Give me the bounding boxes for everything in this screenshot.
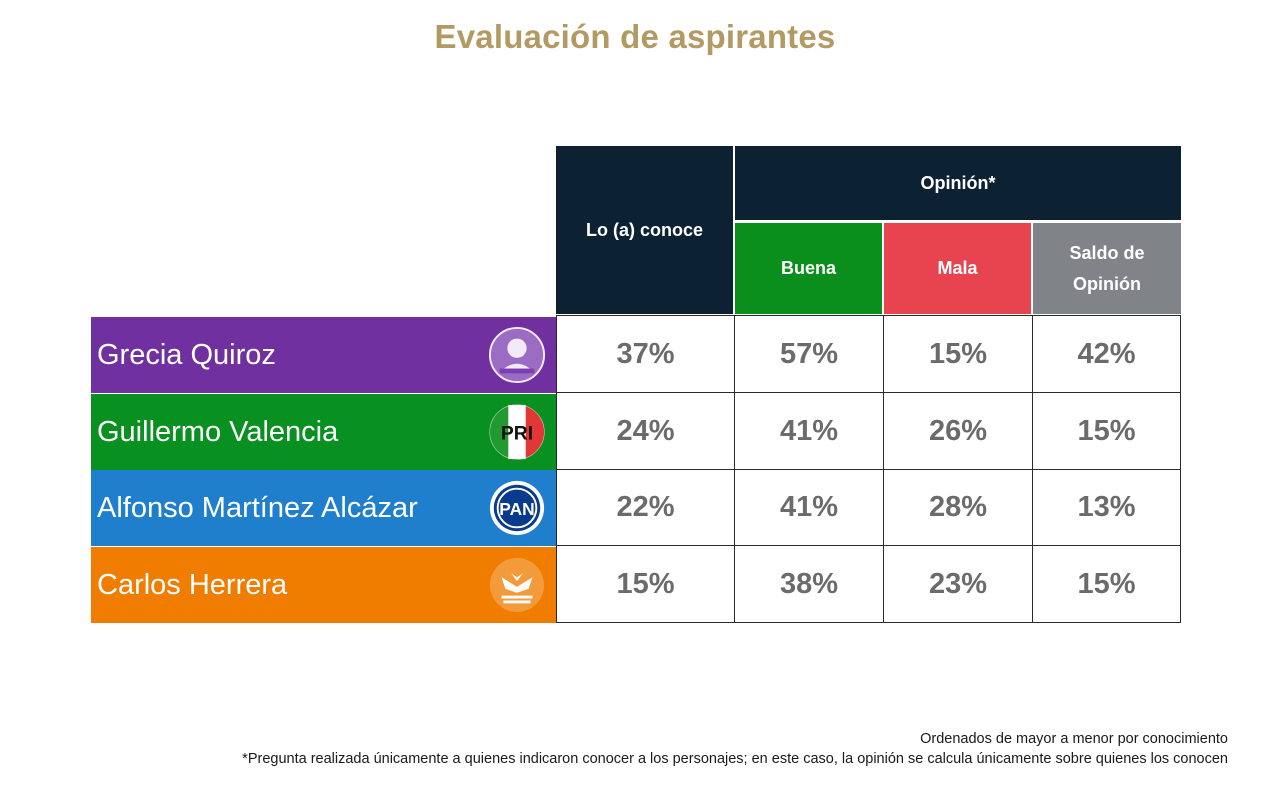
movimiento-ciudadano-logo-icon: [489, 557, 545, 613]
candidate-row-alfonso-martinez-alcazar: Alfonso Martínez Alcázar PAN: [91, 470, 556, 546]
svg-text:PRI: PRI: [501, 424, 533, 445]
pan-logo-icon: PAN: [489, 480, 545, 536]
cell-conoce: 37%: [556, 315, 735, 393]
cell-mala: 26%: [883, 392, 1033, 470]
candidate-row-grecia-quiroz: Grecia Quiroz: [91, 317, 556, 393]
cell-mala: 15%: [883, 315, 1033, 393]
header-buena: Buena: [735, 223, 882, 314]
candidate-name: Guillermo Valencia: [97, 415, 339, 448]
header-saldo-line2: Opinión: [1073, 273, 1141, 294]
footnote-question: *Pregunta realizada únicamente a quienes…: [242, 751, 1228, 767]
cell-saldo: 13%: [1032, 469, 1181, 546]
pri-logo-icon: PRI: [489, 404, 545, 460]
cell-conoce: 24%: [556, 392, 735, 470]
candidate-name: Grecia Quiroz: [97, 338, 276, 371]
header-saldo-line1: Saldo de: [1069, 242, 1145, 263]
header-opinion: Opinión*: [735, 146, 1181, 220]
cell-buena: 38%: [734, 545, 884, 623]
cell-saldo: 15%: [1032, 392, 1181, 470]
cell-conoce: 22%: [556, 469, 735, 546]
cell-conoce: 15%: [556, 545, 735, 623]
candidate-name: Alfonso Martínez Alcázar: [97, 491, 418, 524]
cell-mala: 23%: [883, 545, 1033, 623]
header-saldo-opinion: Saldo de Opinión: [1033, 223, 1181, 314]
candidate-row-guillermo-valencia: Guillermo Valencia PRI: [91, 394, 556, 470]
cell-buena: 57%: [734, 315, 884, 393]
cell-buena: 41%: [734, 392, 884, 470]
cell-saldo: 42%: [1032, 315, 1181, 393]
cell-mala: 28%: [883, 469, 1033, 546]
header-mala: Mala: [884, 223, 1031, 314]
header-conoce: Lo (a) conoce: [556, 146, 733, 314]
footnote-order: Ordenados de mayor a menor por conocimie…: [920, 731, 1228, 747]
candidate-name: Carlos Herrera: [97, 568, 288, 601]
cell-buena: 41%: [734, 469, 884, 546]
independent-candidate-logo-icon: [488, 326, 546, 384]
candidate-row-carlos-herrera: Carlos Herrera: [91, 547, 556, 623]
page-title: Evaluación de aspirantes: [434, 18, 836, 55]
cell-saldo: 15%: [1032, 545, 1181, 623]
svg-text:PAN: PAN: [499, 499, 534, 519]
